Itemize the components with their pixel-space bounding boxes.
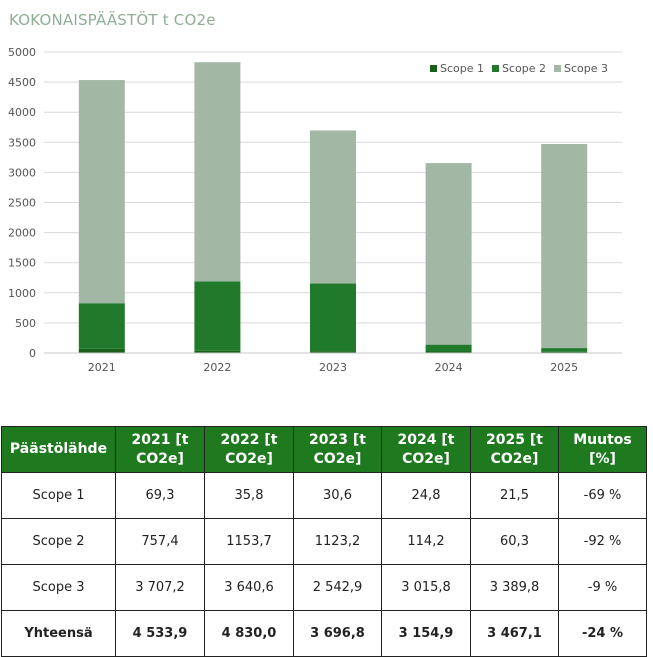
y-tick-label: 4500 [8,76,36,89]
table-row: Scope 1 69,3 35,8 30,6 24,8 21,5 -69 % [1,472,647,519]
table-cell: 1123,2 [293,518,382,565]
x-tick-label: 2021 [88,361,116,374]
table-cell: 757,4 [115,518,205,565]
table-cell: 3 707,2 [115,564,205,611]
y-tick-label: 500 [15,317,36,330]
legend-swatch [492,65,499,72]
table-cell: 3 154,9 [381,610,471,657]
bar-scope-2-2021 [78,303,125,349]
table-cell: -92 % [558,518,647,565]
legend-swatch [430,65,437,72]
y-tick-label: 2000 [8,227,36,240]
legend-label: Scope 2 [502,62,546,75]
table-total-row: Yhteensä 4 533,9 4 830,0 3 696,8 3 154,9 3 46… [1,610,647,657]
table-cell: 60,3 [470,518,559,565]
table-cell: Scope 1 [1,472,116,519]
bar-scope-1-2024 [425,351,472,353]
table-header-cell: 2023 [t CO2e] [293,426,382,473]
table-cell: 4 830,0 [204,610,294,657]
bar-scope-3-2022 [194,62,241,282]
chart-title: KOKONAISPÄÄSTÖT t CO2e [9,11,216,29]
table-cell: 3 015,8 [381,564,471,611]
y-tick-label: 4000 [8,106,36,119]
y-tick-label: 3000 [8,166,36,179]
bar-scope-3-2024 [425,163,472,345]
table-cell: 3 640,6 [204,564,294,611]
table-cell: Scope 3 [1,564,116,611]
table-header-cell: 2025 [t CO2e] [470,426,559,473]
table-header-cell: 2022 [t CO2e] [204,426,294,473]
table-cell: 1153,7 [204,518,294,565]
bar-scope-3-2023 [310,130,356,284]
bar-scope-3-2025 [541,144,588,349]
table-header-cell: 2021 [t CO2e] [115,426,205,473]
table-cell: 3 467,1 [470,610,559,657]
table-row: Scope 2 757,4 1153,7 1123,2 114,2 60,3 -92 % [1,518,647,565]
table-header-cell: Päästölähde [1,426,116,473]
table-cell: Yhteensä [1,610,116,657]
table-cell: 35,8 [204,472,294,519]
y-tick-label: 1000 [8,287,36,300]
bar-scope-1-2022 [194,350,241,353]
table-cell: 3 389,8 [470,564,559,611]
y-tick-label: 1500 [8,257,36,270]
legend-swatch [554,65,561,72]
legend-label: Scope 1 [440,62,484,75]
bar-scope-1-2023 [310,351,356,353]
legend-label: Scope 3 [564,62,608,75]
table-cell: 114,2 [381,518,471,565]
table-cell: -69 % [558,472,647,519]
stacked-bar-chart: 0 500 1000 1500 2000 2500 3000 3500 4000 4500 5000… [8,46,622,374]
y-tick-label: 5000 [8,46,36,59]
table-header-cell: 2024 [t CO2e] [381,426,471,473]
y-tick-label: 3500 [8,136,36,149]
table-cell: -9 % [558,564,647,611]
table-header-row: Päästölähde 2021 [t CO2e] 2022 [t CO2e] 202… [1,426,647,473]
table-cell: 3 696,8 [293,610,382,657]
x-tick-label: 2023 [319,361,347,374]
emissions-table: Päästölähde 2021 [t CO2e] 2022 [t CO2e] 202… [1,426,647,657]
x-tick-label: 2024 [435,361,463,374]
x-tick-label: 2022 [203,361,231,374]
table-cell: 21,5 [470,472,559,519]
bar-scope-3-2021 [78,80,125,304]
bar-scope-1-2021 [78,348,125,353]
table-cell: 69,3 [115,472,205,519]
table-cell: Scope 2 [1,518,116,565]
table-cell: 2 542,9 [293,564,382,611]
emissions-table-container: Päästölähde 2021 [t CO2e] 2022 [t CO2e] 202… [1,426,647,657]
table-cell: 30,6 [293,472,382,519]
bar-scope-2-2024 [425,344,472,352]
table-header-cell: Muutos [%] [558,426,647,473]
y-tick-label: 2500 [8,197,36,210]
bar-scope-1-2025 [541,351,588,353]
bar-scope-2-2022 [194,281,241,351]
table-cell: 4 533,9 [115,610,205,657]
table-cell: 24,8 [381,472,471,519]
y-tick-label: 0 [29,347,36,360]
bar-scope-2-2023 [310,283,356,352]
x-tick-label: 2025 [550,361,578,374]
bar-scope-2-2025 [541,348,588,352]
table-cell: -24 % [558,610,647,657]
